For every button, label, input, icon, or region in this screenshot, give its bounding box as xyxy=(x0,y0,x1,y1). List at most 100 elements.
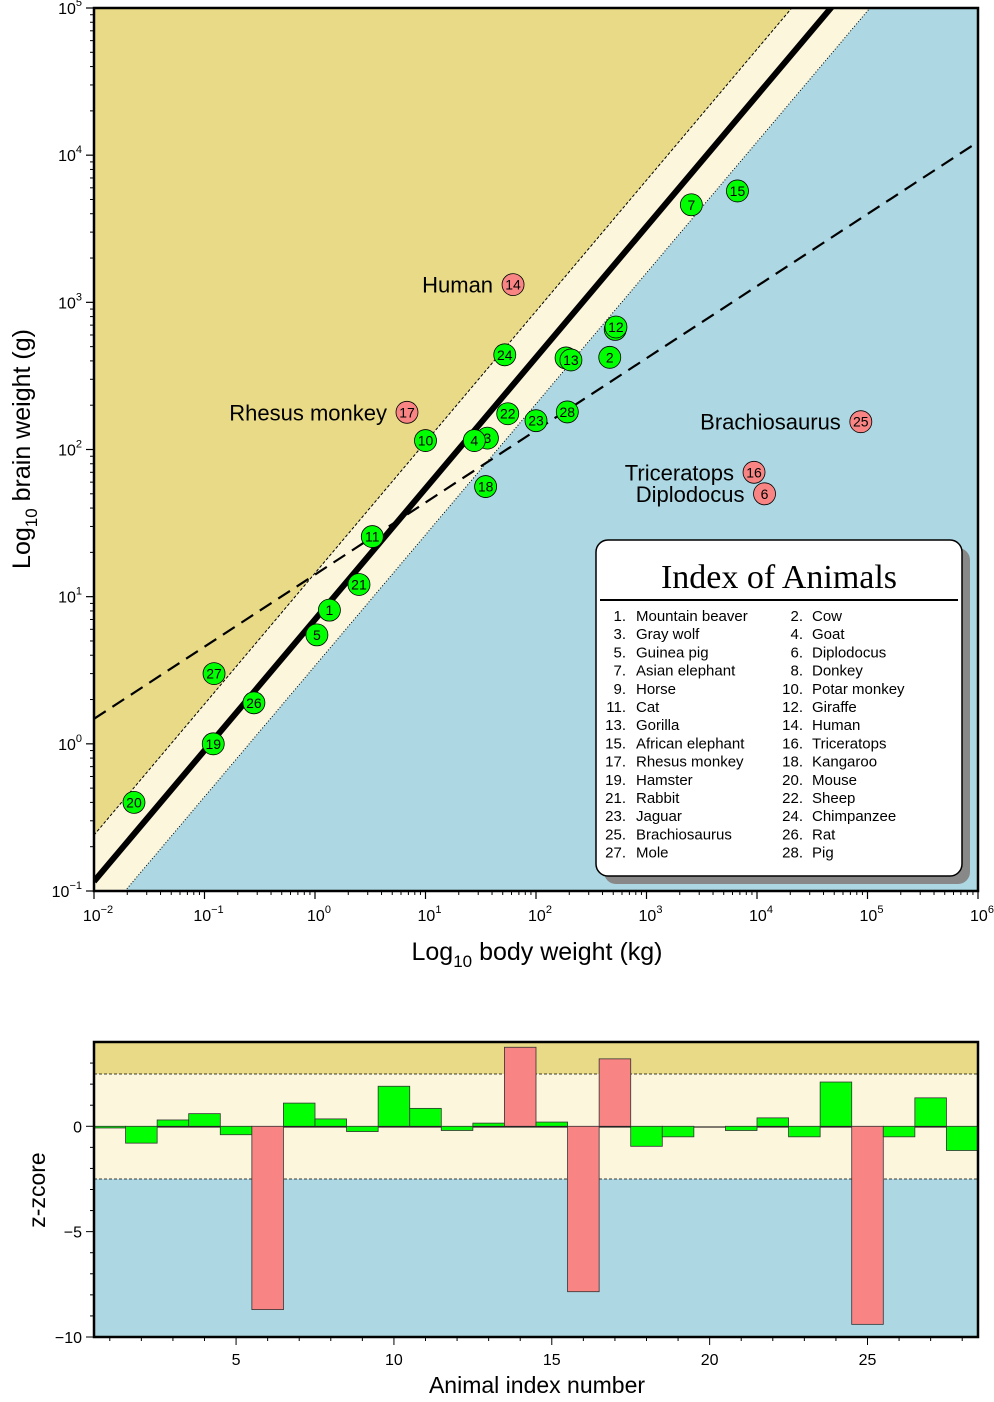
point-label: 6 xyxy=(761,486,769,502)
tick-label: 10−1 xyxy=(52,880,82,901)
legend-index: 8. xyxy=(790,663,803,680)
point-marker xyxy=(462,429,486,452)
point-marker xyxy=(493,343,517,367)
legend-entry: Cow xyxy=(812,608,842,625)
point-label: 22 xyxy=(500,406,516,422)
point-marker xyxy=(414,429,437,452)
legend-entry: Gray wolf xyxy=(636,626,700,643)
legend-entry: Triceratops xyxy=(812,735,886,752)
tick-label: 106 xyxy=(970,904,994,925)
data-point-5: 5 xyxy=(305,623,329,647)
point-marker xyxy=(201,732,225,756)
legend-index: 25. xyxy=(605,826,626,843)
point-marker xyxy=(598,345,622,369)
point-marker xyxy=(122,790,146,814)
legend-index: 27. xyxy=(605,845,626,862)
scatter-axes-ticks: 10−2 10−1 100 101 102 103 104 105 10610−11001011… xyxy=(52,0,994,925)
legend-entry: Diplodocus xyxy=(812,644,886,661)
x-axis-label: Log10 body weight (kg) xyxy=(411,938,662,971)
tick-label: 102 xyxy=(528,904,552,925)
point-marker xyxy=(604,315,628,339)
legend-index: 6. xyxy=(790,644,803,661)
legend-entry: Giraffe xyxy=(812,699,857,716)
legend-index: 16. xyxy=(782,735,803,752)
bar-y-tick-label: −5 xyxy=(64,1225,82,1242)
bars xyxy=(94,1046,978,1325)
point-label: 19 xyxy=(205,736,221,752)
point-label: 18 xyxy=(478,479,494,495)
point-label: 28 xyxy=(560,404,576,420)
bar-y-tick-label: 0 xyxy=(73,1119,82,1136)
bar-9 xyxy=(346,1125,379,1132)
data-point-10: 10 xyxy=(414,429,437,452)
legend-entry: Hamster xyxy=(636,772,693,789)
data-point-28: 28 xyxy=(555,400,579,424)
legend-entry: Guinea pig xyxy=(636,644,709,661)
point-label: 11 xyxy=(365,529,380,545)
tick-label: 105 xyxy=(58,0,82,18)
point-marker xyxy=(524,409,548,433)
point-label: 12 xyxy=(608,319,624,335)
point-marker xyxy=(360,525,384,548)
legend-entry: Brachiosaurus xyxy=(636,826,732,843)
legend-index: 5. xyxy=(613,644,626,661)
bar-21 xyxy=(725,1125,758,1131)
band-upper-line xyxy=(94,8,793,836)
legend-entries: 1. Mountain beaver 2. Cow 3. Gray wolf 4. Goat 5… xyxy=(605,608,905,862)
legend-index: 23. xyxy=(605,808,626,825)
legend-entry: Chimpanzee xyxy=(812,808,896,825)
tick-label: 104 xyxy=(58,144,82,165)
bar-27 xyxy=(914,1097,947,1127)
bar-2 xyxy=(125,1125,158,1144)
bar-10 xyxy=(377,1085,411,1127)
legend-entry: Donkey xyxy=(812,663,863,680)
point-label: 10 xyxy=(418,433,434,449)
legend-entry: Potar monkey xyxy=(812,681,905,698)
legend: Index of Animals 1. Mountain beaver 2. Cow 3… xyxy=(595,539,970,884)
legend-entry: Jaguar xyxy=(636,808,682,825)
y-axis-label: Log10 brain weight (g) xyxy=(8,329,41,569)
legend-index: 17. xyxy=(605,754,626,771)
point-marker xyxy=(753,482,776,506)
legend-index: 21. xyxy=(605,790,626,807)
outlier-labels: Diplodocus Human Triceratops Rhesus monkey B… xyxy=(229,273,841,507)
legend-index: 14. xyxy=(782,717,803,734)
bar-x-tick-label: 25 xyxy=(859,1352,877,1369)
legend-index: 7. xyxy=(613,663,626,680)
bar-14 xyxy=(504,1046,537,1127)
legend-index: 11. xyxy=(606,699,626,716)
data-point-23: 23 xyxy=(524,409,548,433)
bar-24 xyxy=(819,1081,853,1127)
bar-25 xyxy=(851,1125,884,1325)
data-point-22: 22 xyxy=(496,402,520,426)
legend-entry: Rhesus monkey xyxy=(636,754,744,771)
confidence-band xyxy=(94,8,870,891)
point-label: 27 xyxy=(206,666,222,682)
bar-8 xyxy=(314,1118,347,1127)
bar-plot-area xyxy=(94,1042,978,1337)
data-point-26: 26 xyxy=(242,691,266,715)
bar-3 xyxy=(156,1119,190,1127)
legend-index: 3. xyxy=(613,626,626,643)
legend-entry: Rat xyxy=(812,826,836,843)
legend-entry: African elephant xyxy=(636,735,745,752)
point-marker xyxy=(202,662,226,686)
legend-index: 22. xyxy=(782,790,803,807)
legend-entry: Rabbit xyxy=(636,790,680,807)
bar-12 xyxy=(440,1125,474,1131)
point-label: 4 xyxy=(470,433,478,449)
bar-x-tick-label: 10 xyxy=(385,1352,403,1369)
tick-label: 103 xyxy=(58,291,82,312)
outlier-label: Rhesus monkey xyxy=(229,400,387,425)
data-point-20: 20 xyxy=(122,790,146,814)
scatter-plot-area: 1234567891011121314151617181920212223242… xyxy=(94,8,978,891)
bar-y-axis-label: z-zcore xyxy=(24,1152,50,1227)
point-marker xyxy=(395,400,419,424)
bar-28 xyxy=(946,1125,978,1151)
point-label: 13 xyxy=(563,352,579,368)
data-point-25: 25 xyxy=(849,410,873,434)
legend-box xyxy=(595,539,963,877)
legend-entry: Horse xyxy=(636,681,676,698)
legend-index: 26. xyxy=(782,826,803,843)
